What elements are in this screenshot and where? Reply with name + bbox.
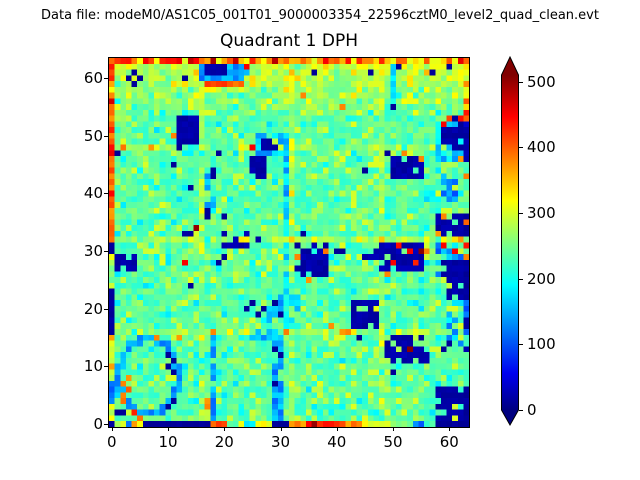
y-axis-tick <box>104 308 108 310</box>
y-axis-tick-label: 50 <box>83 126 103 145</box>
x-axis-tick-label: 30 <box>271 433 291 451</box>
y-axis-tick-label: 30 <box>83 242 103 261</box>
colorbar-tick <box>519 344 523 346</box>
x-axis-tick-label: 0 <box>107 433 117 451</box>
x-axis-tick-label: 10 <box>158 433 178 451</box>
x-axis-tick <box>449 427 451 431</box>
colorbar <box>501 56 519 427</box>
colorbar-tick <box>519 410 523 411</box>
colorbar-tick-label: 0 <box>527 401 537 419</box>
colorbar-tick-label: 400 <box>527 138 556 157</box>
datafile-text: Data file: modeM0/AS1C05_001T01_90000033… <box>41 8 599 23</box>
x-axis-tick <box>224 427 226 431</box>
y-axis-tick <box>104 135 108 137</box>
colorbar-tick <box>519 147 523 149</box>
y-axis-tick <box>104 251 108 253</box>
colorbar-body <box>501 56 519 427</box>
x-axis-tick <box>111 427 113 431</box>
y-axis-tick <box>104 424 108 426</box>
y-axis-tick <box>104 366 108 368</box>
colorbar-tick-label: 300 <box>527 203 556 222</box>
x-axis-tick-label: 20 <box>214 433 234 451</box>
heatmap-image <box>109 58 469 427</box>
colorbar-tick <box>519 212 523 214</box>
x-axis-tick-label: 50 <box>383 433 403 451</box>
x-axis-tick <box>280 427 282 431</box>
colorbar-tick <box>519 278 523 280</box>
y-axis-tick-label: 20 <box>83 299 103 318</box>
x-axis-tick <box>336 427 338 431</box>
colorbar-tick-label: 100 <box>527 335 556 354</box>
colorbar-tick-label: 500 <box>527 72 556 91</box>
y-axis-tick-label: 10 <box>83 357 103 376</box>
colorbar-tick <box>519 81 523 83</box>
y-axis-tick <box>104 78 108 80</box>
y-axis-tick-label: 0 <box>93 415 103 434</box>
plot-area <box>108 57 470 428</box>
x-axis-tick-label: 60 <box>439 433 459 451</box>
x-axis-tick-label: 40 <box>327 433 347 451</box>
y-axis-tick-label: 60 <box>83 69 103 88</box>
y-axis-tick <box>104 193 108 195</box>
x-axis-tick <box>168 427 170 431</box>
y-axis-tick-label: 40 <box>83 184 103 203</box>
x-axis-tick <box>393 427 395 431</box>
plot-title: Quadrant 1 DPH <box>220 31 358 51</box>
colorbar-tick-label: 200 <box>527 269 556 288</box>
